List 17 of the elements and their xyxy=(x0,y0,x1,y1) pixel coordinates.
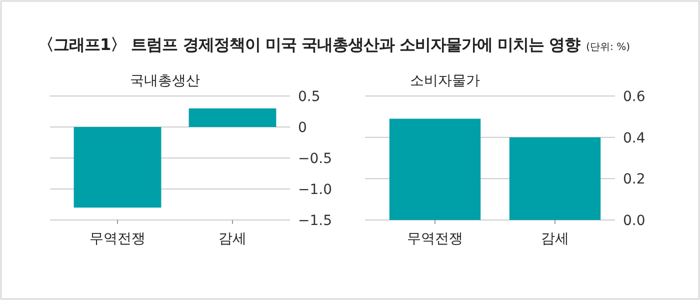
y-tick-label: 0.6 xyxy=(623,89,646,105)
chart-title: 국내총생산 xyxy=(130,73,200,89)
y-tick-label: 0.2 xyxy=(623,172,646,188)
y-tick-label: 0.4 xyxy=(623,130,646,146)
x-tick-label: 감세 xyxy=(218,231,246,247)
x-tick-label: 감세 xyxy=(541,231,569,247)
text: 〈그래프1〉 트럼프 경제정책이 미국 국내총생산과 소비자물가에 미치는 영향 xyxy=(38,35,581,54)
y-tick-label: −1.5 xyxy=(298,213,332,229)
x-tick-label: 무역전쟁 xyxy=(90,231,146,247)
y-tick-label: 0.5 xyxy=(298,89,320,105)
y-tick-label: 0 xyxy=(298,120,307,136)
text: (단위: %) xyxy=(586,42,630,53)
y-tick-label: 0.0 xyxy=(623,213,646,229)
y-tick-label: −1.0 xyxy=(298,182,332,198)
x-tick-label: 무역전쟁 xyxy=(407,231,463,247)
chart-title: 소비자물가 xyxy=(410,73,480,89)
y-tick-label: −0.5 xyxy=(298,151,332,167)
